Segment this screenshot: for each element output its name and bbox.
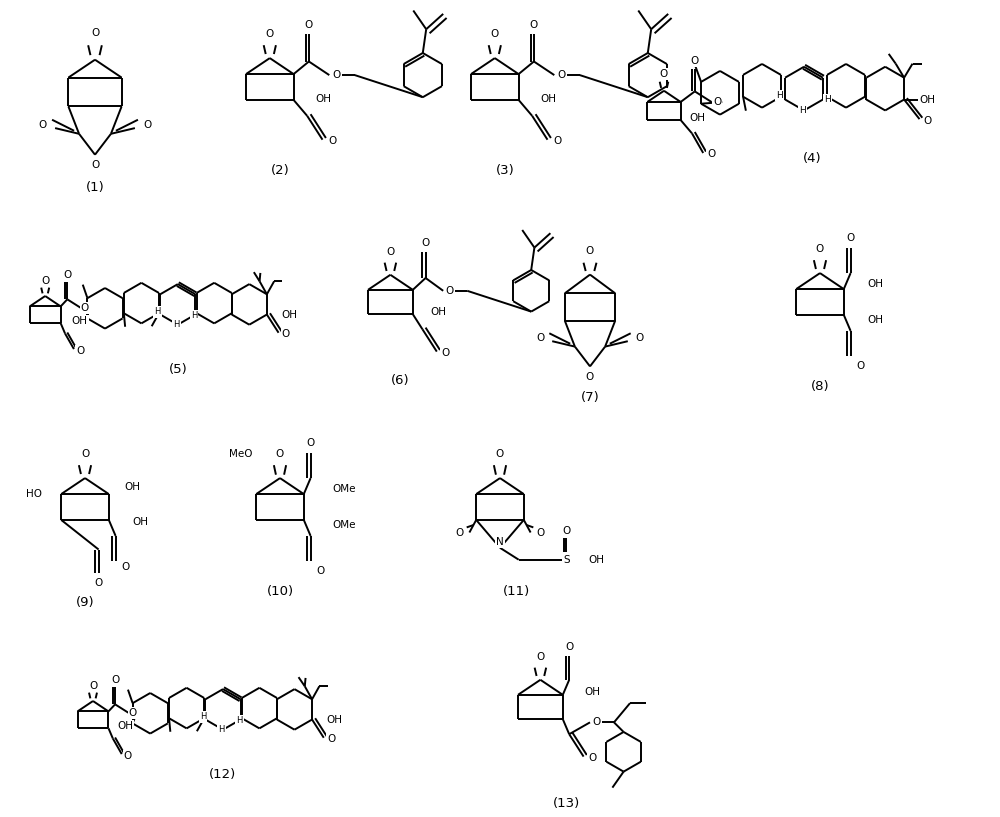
Text: OMe: OMe bbox=[333, 520, 356, 529]
Text: OH: OH bbox=[867, 315, 883, 324]
Text: O: O bbox=[553, 136, 561, 146]
Text: H: H bbox=[776, 91, 783, 100]
Text: O: O bbox=[536, 653, 545, 663]
Text: O: O bbox=[129, 708, 137, 717]
Text: O: O bbox=[306, 438, 315, 448]
Text: OH: OH bbox=[132, 517, 148, 527]
Text: H: H bbox=[191, 311, 197, 320]
Text: O: O bbox=[266, 29, 274, 39]
Text: OH: OH bbox=[430, 306, 446, 317]
Text: O: O bbox=[635, 333, 643, 343]
Text: H: H bbox=[154, 307, 161, 316]
Text: (13): (13) bbox=[552, 797, 580, 810]
Text: O: O bbox=[924, 115, 932, 126]
Text: OH: OH bbox=[281, 310, 297, 319]
Text: (1): (1) bbox=[86, 181, 104, 194]
Text: (5): (5) bbox=[168, 363, 187, 376]
Text: O: O bbox=[63, 270, 71, 280]
Text: (11): (11) bbox=[503, 586, 531, 599]
Text: O: O bbox=[76, 346, 84, 356]
Text: O: O bbox=[111, 676, 119, 685]
Text: O: O bbox=[536, 528, 544, 538]
Text: O: O bbox=[816, 244, 824, 254]
Text: OH: OH bbox=[585, 686, 601, 697]
Text: O: O bbox=[124, 751, 132, 761]
Text: O: O bbox=[94, 578, 103, 587]
Text: O: O bbox=[592, 717, 601, 727]
Text: OH: OH bbox=[588, 555, 604, 565]
Text: OMe: OMe bbox=[333, 484, 356, 494]
Text: O: O bbox=[586, 373, 594, 382]
Text: OH: OH bbox=[72, 316, 88, 326]
Text: O: O bbox=[305, 20, 313, 29]
Text: O: O bbox=[557, 70, 565, 80]
Text: N: N bbox=[496, 537, 504, 547]
Text: O: O bbox=[445, 286, 454, 296]
Text: O: O bbox=[588, 753, 597, 763]
Text: (2): (2) bbox=[271, 163, 289, 176]
Text: O: O bbox=[121, 561, 129, 572]
Text: O: O bbox=[856, 361, 864, 371]
Text: O: O bbox=[81, 449, 89, 459]
Text: OH: OH bbox=[316, 94, 332, 104]
Text: (10): (10) bbox=[266, 586, 294, 599]
Text: (4): (4) bbox=[803, 152, 822, 165]
Text: S: S bbox=[563, 555, 570, 565]
Text: OH: OH bbox=[117, 721, 133, 731]
Text: H: H bbox=[799, 106, 806, 115]
Text: O: O bbox=[81, 303, 89, 313]
Text: (12): (12) bbox=[209, 768, 237, 781]
Text: O: O bbox=[282, 329, 290, 339]
Text: O: O bbox=[562, 526, 570, 536]
Text: OH: OH bbox=[867, 279, 883, 289]
Text: O: O bbox=[328, 136, 336, 146]
Text: O: O bbox=[386, 248, 395, 257]
Text: OH: OH bbox=[124, 482, 140, 493]
Text: O: O bbox=[442, 348, 450, 358]
Text: H: H bbox=[236, 717, 242, 725]
Text: HO: HO bbox=[26, 489, 42, 499]
Text: O: O bbox=[660, 69, 668, 79]
Text: (3): (3) bbox=[496, 163, 514, 176]
Text: (7): (7) bbox=[581, 391, 599, 404]
Text: O: O bbox=[316, 566, 324, 576]
Text: O: O bbox=[91, 160, 99, 170]
Text: O: O bbox=[332, 70, 340, 80]
Text: O: O bbox=[91, 28, 99, 38]
Text: O: O bbox=[713, 97, 721, 107]
Text: O: O bbox=[691, 56, 699, 66]
Text: OH: OH bbox=[690, 113, 706, 123]
Text: O: O bbox=[846, 233, 855, 243]
Text: O: O bbox=[586, 246, 594, 257]
Text: O: O bbox=[537, 333, 545, 343]
Text: O: O bbox=[39, 120, 47, 130]
Text: O: O bbox=[89, 681, 97, 690]
Text: O: O bbox=[276, 449, 284, 459]
Text: O: O bbox=[530, 20, 538, 29]
Text: MeO: MeO bbox=[229, 449, 253, 459]
Text: H: H bbox=[200, 712, 206, 721]
Text: OH: OH bbox=[541, 94, 557, 104]
Text: O: O bbox=[41, 275, 49, 286]
Text: H: H bbox=[219, 725, 225, 734]
Text: O: O bbox=[565, 642, 573, 652]
Text: O: O bbox=[143, 120, 151, 130]
Text: (9): (9) bbox=[76, 596, 94, 609]
Text: O: O bbox=[496, 449, 504, 459]
Text: (6): (6) bbox=[391, 374, 409, 387]
Text: O: O bbox=[421, 239, 430, 248]
Text: OH: OH bbox=[920, 95, 936, 105]
Text: OH: OH bbox=[326, 715, 342, 725]
Text: H: H bbox=[173, 320, 180, 329]
Text: O: O bbox=[491, 29, 499, 39]
Text: O: O bbox=[327, 734, 335, 744]
Text: O: O bbox=[707, 150, 716, 159]
Text: (8): (8) bbox=[811, 381, 829, 394]
Text: H: H bbox=[824, 95, 830, 104]
Text: O: O bbox=[456, 528, 464, 538]
